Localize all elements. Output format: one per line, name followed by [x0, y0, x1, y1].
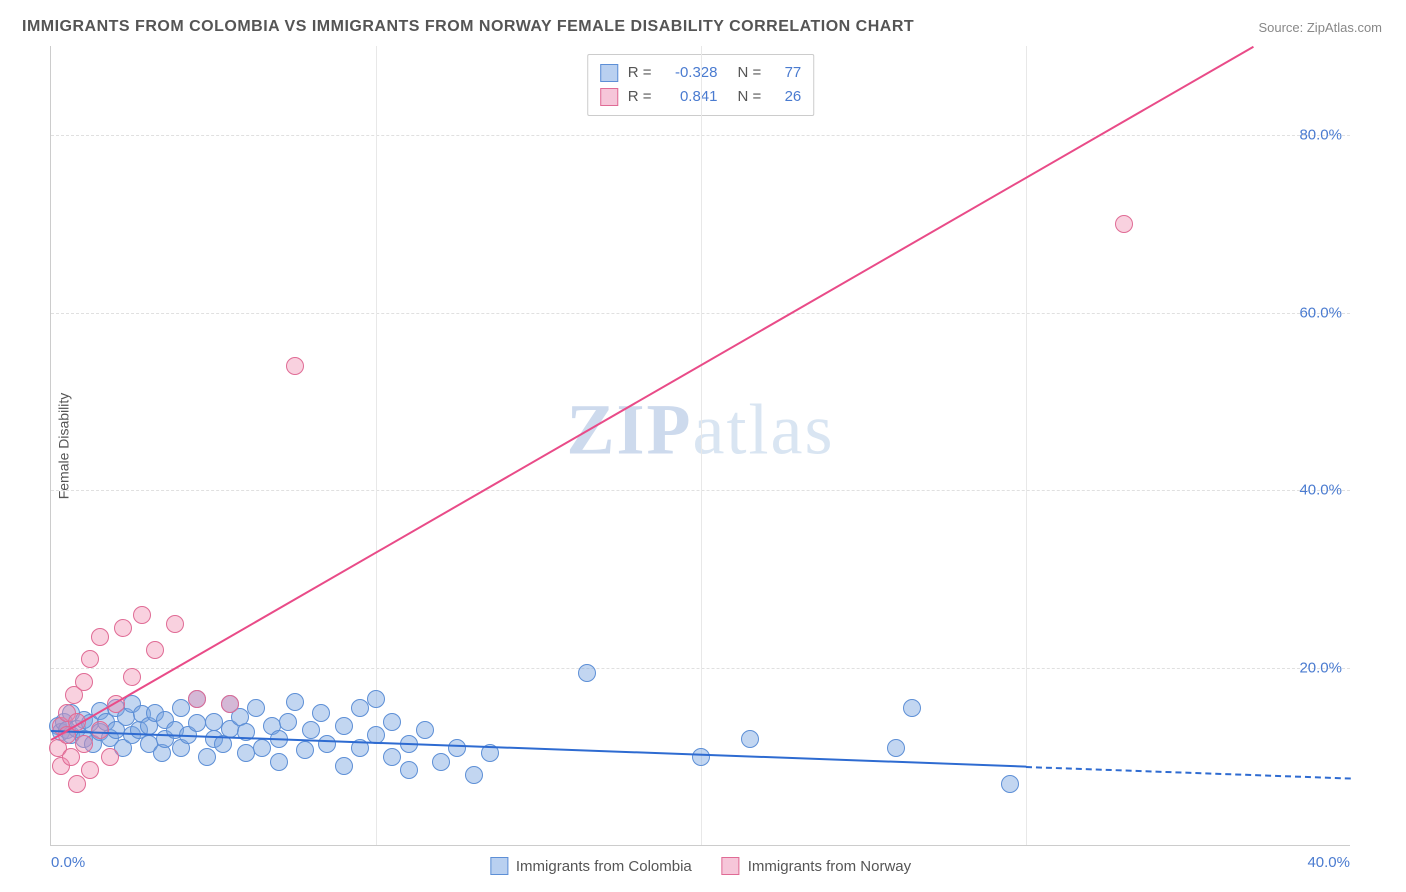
- scatter-point: [367, 690, 385, 708]
- scatter-point: [400, 761, 418, 779]
- scatter-point: [448, 739, 466, 757]
- legend-r-label: R =: [628, 61, 652, 85]
- scatter-point: [286, 357, 304, 375]
- legend-r-label: R =: [628, 85, 652, 109]
- scatter-point: [1001, 775, 1019, 793]
- legend-swatch: [722, 857, 740, 875]
- scatter-point: [81, 650, 99, 668]
- scatter-point: [296, 741, 314, 759]
- gridline-v: [701, 46, 702, 845]
- y-tick-label: 20.0%: [1299, 660, 1342, 677]
- scatter-point: [578, 664, 596, 682]
- legend-n-value: 77: [771, 61, 801, 85]
- scatter-point: [270, 753, 288, 771]
- scatter-point: [198, 748, 216, 766]
- scatter-point: [114, 619, 132, 637]
- x-tick-label: 40.0%: [1307, 854, 1350, 871]
- trend-line: [51, 46, 1254, 741]
- scatter-point: [81, 761, 99, 779]
- scatter-point: [75, 735, 93, 753]
- plot-area: ZIPatlas R =-0.328N =77R =0.841N =26 Imm…: [50, 46, 1350, 846]
- scatter-point: [318, 735, 336, 753]
- scatter-point: [351, 699, 369, 717]
- scatter-point: [335, 757, 353, 775]
- scatter-point: [172, 699, 190, 717]
- series-legend-item: Immigrants from Norway: [722, 857, 911, 875]
- scatter-point: [383, 748, 401, 766]
- scatter-point: [416, 721, 434, 739]
- y-tick-label: 40.0%: [1299, 482, 1342, 499]
- scatter-point: [91, 721, 109, 739]
- scatter-point: [903, 699, 921, 717]
- source-attribution: Source: ZipAtlas.com: [1258, 20, 1382, 35]
- scatter-point: [312, 704, 330, 722]
- scatter-point: [887, 739, 905, 757]
- legend-swatch: [600, 64, 618, 82]
- series-name: Immigrants from Colombia: [516, 858, 692, 875]
- scatter-point: [62, 748, 80, 766]
- gridline-v: [1026, 46, 1027, 845]
- legend-n-value: 26: [771, 85, 801, 109]
- watermark-a: ZIP: [567, 389, 693, 469]
- scatter-point: [68, 775, 86, 793]
- trend-line: [51, 730, 1026, 768]
- series-name: Immigrants from Norway: [748, 858, 911, 875]
- scatter-point: [692, 748, 710, 766]
- scatter-point: [221, 695, 239, 713]
- legend-r-value: -0.328: [662, 61, 718, 85]
- scatter-point: [75, 673, 93, 691]
- scatter-point: [1115, 215, 1133, 233]
- scatter-point: [741, 730, 759, 748]
- scatter-point: [146, 641, 164, 659]
- legend-swatch: [600, 88, 618, 106]
- chart-title: IMMIGRANTS FROM COLOMBIA VS IMMIGRANTS F…: [22, 18, 914, 36]
- scatter-point: [188, 690, 206, 708]
- y-tick-label: 80.0%: [1299, 126, 1342, 143]
- scatter-point: [247, 699, 265, 717]
- scatter-point: [465, 766, 483, 784]
- legend-r-value: 0.841: [662, 85, 718, 109]
- scatter-point: [335, 717, 353, 735]
- trend-line-extrapolated: [1026, 766, 1351, 780]
- scatter-point: [188, 714, 206, 732]
- scatter-point: [279, 713, 297, 731]
- y-tick-label: 60.0%: [1299, 304, 1342, 321]
- scatter-point: [302, 721, 320, 739]
- legend-n-label: N =: [738, 61, 762, 85]
- legend-swatch: [490, 857, 508, 875]
- x-tick-label: 0.0%: [51, 854, 85, 871]
- watermark-b: atlas: [693, 389, 835, 469]
- scatter-point: [383, 713, 401, 731]
- scatter-point: [253, 739, 271, 757]
- series-legend-item: Immigrants from Colombia: [490, 857, 692, 875]
- scatter-point: [123, 668, 141, 686]
- scatter-point: [432, 753, 450, 771]
- scatter-point: [101, 748, 119, 766]
- scatter-point: [133, 606, 151, 624]
- scatter-point: [166, 615, 184, 633]
- legend-n-label: N =: [738, 85, 762, 109]
- scatter-point: [286, 693, 304, 711]
- scatter-point: [91, 628, 109, 646]
- series-legend: Immigrants from Colombia Immigrants from …: [490, 857, 911, 875]
